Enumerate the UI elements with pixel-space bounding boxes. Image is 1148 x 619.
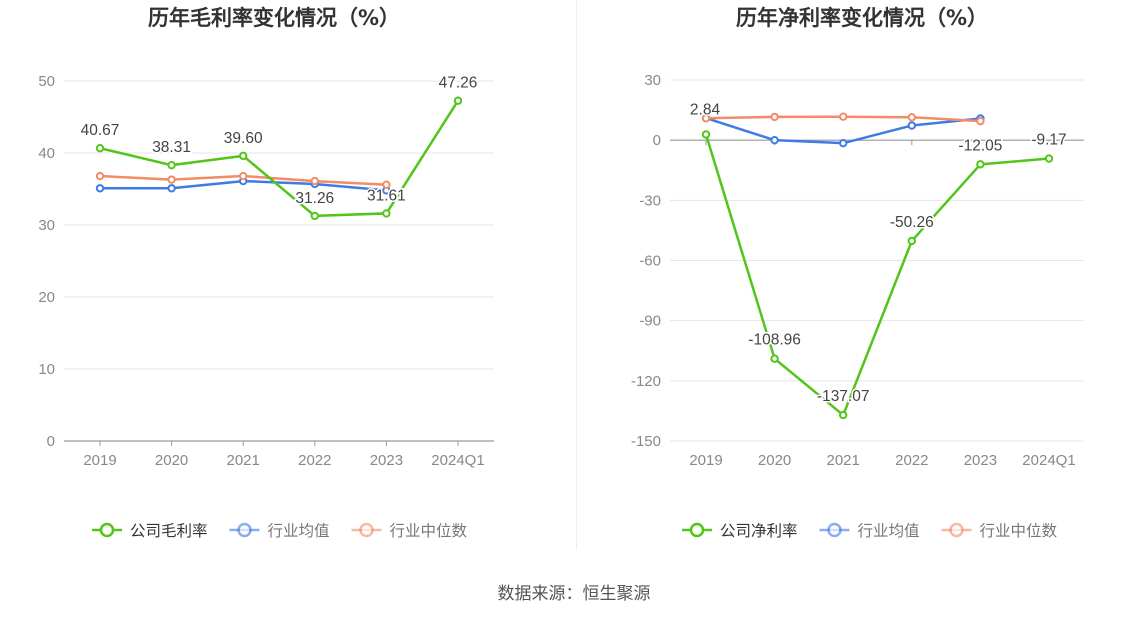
y-tick-label: 50: [38, 73, 55, 90]
chart-title: 历年毛利率变化情况（%）: [148, 6, 400, 30]
legend-label: 行业中位数: [390, 522, 468, 540]
legend-circle-icon: [99, 522, 115, 538]
legend-item-2: 行业均值: [229, 522, 330, 540]
data-point: [976, 116, 985, 126]
legend-circle-icon: [689, 522, 705, 538]
x-tick-label: 2022: [298, 452, 331, 469]
legend-item-3: 行业中位数: [941, 522, 1058, 540]
data-label: -9.17: [1031, 132, 1066, 149]
y-tick-label: -60: [639, 253, 661, 270]
x-tick-label: 2023: [964, 452, 997, 469]
data-point: [95, 171, 105, 181]
legend-circle-icon: [949, 522, 964, 538]
chart-title: 历年净利率变化情况（%）: [736, 6, 988, 30]
x-tick-label: 2021: [227, 452, 260, 469]
legend-item-3: 行业中位数: [351, 522, 468, 540]
data-point: [907, 121, 916, 130]
data-point: [770, 112, 779, 122]
chart-divider: [576, 0, 577, 550]
data-label: -137.07: [817, 388, 870, 405]
series-line: [704, 134, 1050, 417]
y-tick-label: 30: [644, 72, 661, 89]
y-tick-label: -30: [639, 192, 661, 209]
data-point: [839, 138, 848, 148]
series-3-line: [95, 171, 391, 189]
legend-label: 行业均值: [268, 522, 330, 540]
series-2-line: [95, 176, 391, 195]
legend-item-1: 公司净利率: [682, 522, 798, 540]
y-tick-label: 20: [38, 289, 55, 306]
legend-circle-icon: [359, 522, 374, 538]
legend-label: 公司毛利率: [130, 522, 208, 540]
legend-item-2: 行业均值: [819, 522, 920, 540]
data-point: [1044, 154, 1054, 163]
data-point: [167, 160, 176, 170]
data-point: [839, 410, 848, 420]
data-label: 39.60: [224, 130, 263, 147]
legend-label: 行业中位数: [980, 522, 1058, 540]
legend-label: 公司净利率: [720, 522, 798, 540]
x-tick-label: 2024Q1: [1022, 452, 1075, 469]
data-point: [770, 354, 779, 363]
data-point: [453, 96, 463, 105]
data-point: [701, 130, 711, 139]
data-point: [382, 180, 391, 189]
x-tick-label: 2020: [758, 452, 791, 469]
y-tick-label: 40: [38, 145, 55, 162]
legend-label: 行业均值: [858, 522, 920, 540]
x-tick-label: 2024Q1: [431, 452, 484, 469]
data-point: [907, 236, 916, 246]
y-tick-label: 10: [38, 361, 55, 378]
y-tick-label: 30: [38, 217, 55, 234]
series-1-line: 40.67 38.31 39.60 31.26 31.61 47.26: [79, 73, 479, 221]
series-3-line: [701, 112, 985, 126]
y-tick-label: -90: [639, 313, 661, 330]
data-label: 38.31: [152, 139, 191, 156]
y-tick-label: -120: [631, 373, 661, 390]
data-point: [310, 176, 319, 186]
x-tick-label: 2019: [689, 452, 722, 469]
x-tick-label: 2020: [155, 452, 188, 469]
data-source-note: 数据来源：恒生聚源: [497, 584, 651, 604]
chart-panel-2: 历年净利率变化情况（%） -150 -120 -90 -60 -30 0 30 2019 2020…: [631, 6, 1084, 540]
chart-panel-1: 历年毛利率变化情况（%） 0 10 20 30 40 50 2019 2020 2021 2022 2…: [38, 6, 494, 540]
x-tick-label: 2019: [83, 452, 116, 469]
data-point: [310, 211, 319, 221]
x-tick-label: 2023: [370, 452, 403, 469]
x-tick-label: 2022: [895, 452, 928, 469]
data-label: 2.84: [690, 101, 721, 118]
data-label: -108.96: [748, 332, 801, 349]
x-tick-label: 2021: [827, 452, 860, 469]
data-label: 47.26: [439, 75, 478, 92]
data-point: [167, 184, 176, 193]
data-point: [167, 175, 176, 184]
data-point: [382, 209, 391, 218]
data-label: 31.61: [367, 187, 406, 204]
data-point: [701, 114, 711, 123]
data-point: [95, 184, 105, 193]
legend-item-1: 公司毛利率: [92, 522, 208, 540]
data-label: 40.67: [81, 122, 120, 139]
series-line: [99, 100, 460, 218]
data-point: [239, 171, 248, 181]
data-point: [907, 113, 916, 122]
y-tick-label: -150: [631, 433, 661, 450]
data-point: [839, 112, 848, 121]
y-tick-label: 0: [653, 132, 661, 149]
series-1-line: 2.84 -108.96 -137.07 -50.26 -12.05 -9.17: [688, 100, 1068, 420]
data-label: 31.26: [295, 190, 334, 207]
data-point: [770, 135, 779, 145]
data-label: -12.05: [958, 137, 1002, 154]
data-label: -50.26: [890, 214, 934, 231]
data-point: [95, 143, 105, 153]
data-point: [976, 160, 985, 169]
legend-circle-icon: [827, 522, 842, 538]
y-tick-label: 0: [47, 433, 55, 450]
legend-circle-icon: [237, 522, 252, 538]
data-point: [239, 151, 248, 161]
